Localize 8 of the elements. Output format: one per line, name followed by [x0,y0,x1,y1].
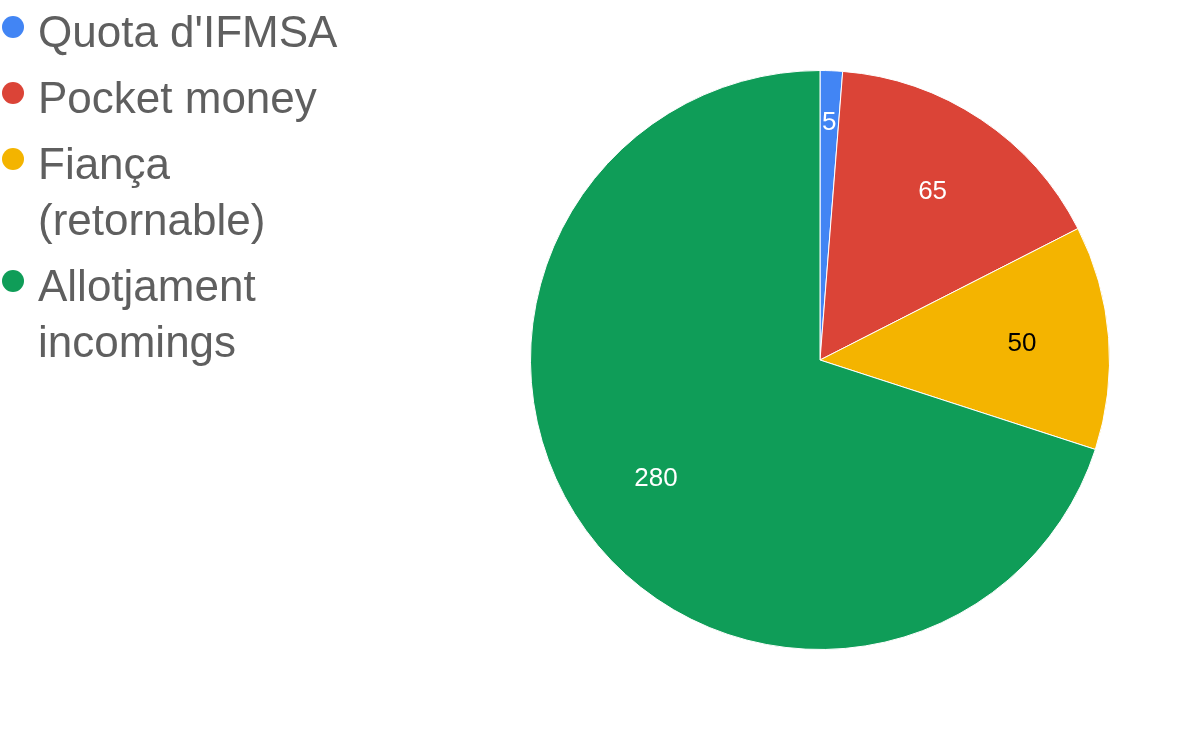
data-label: 50 [1007,327,1037,358]
legend-label: Pocket money [38,72,318,124]
legend-label: Allotjament incomings [38,260,257,368]
legend-label: Quota d'IFMSA [38,6,339,58]
data-label: 65 [918,174,948,205]
data-label: 280 [634,462,678,493]
data-label: 5 [822,105,837,136]
legend-label: Fiança (retornable) [38,138,267,246]
